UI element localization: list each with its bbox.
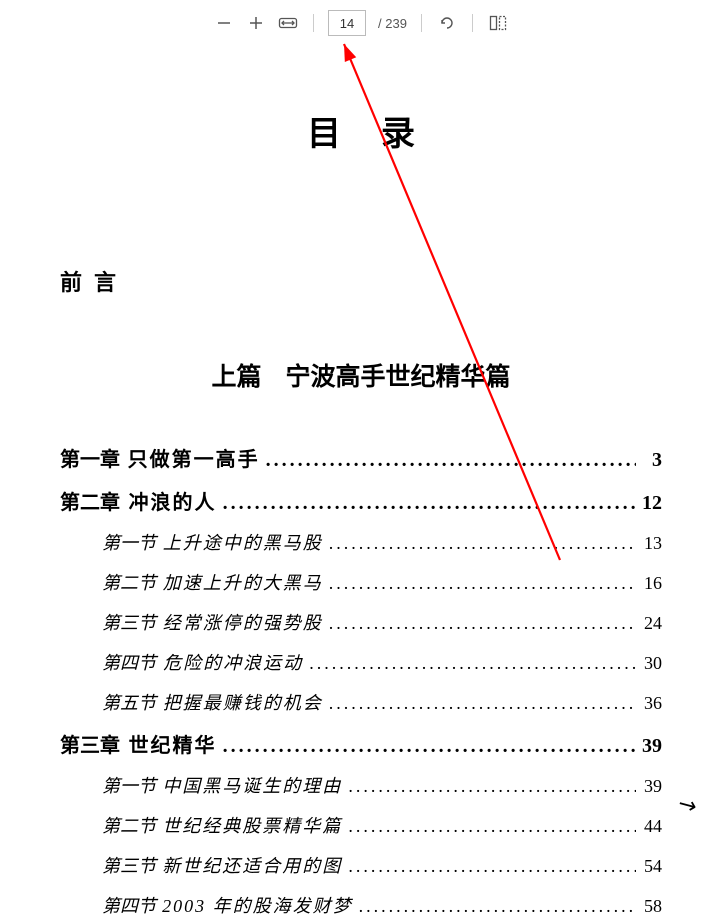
toc-label: 第二章 (60, 486, 120, 515)
toc-section-row[interactable]: 第四节2003 年的股海发财梦 58 (60, 892, 662, 918)
toc-leader-dots (323, 693, 636, 714)
pdf-toolbar: / 239 (0, 0, 722, 46)
toc-title: 冲浪的人 (129, 486, 217, 515)
toc-leader-dots (342, 816, 636, 837)
page-view-icon[interactable] (487, 12, 509, 34)
toc-label: 第二节 (102, 569, 156, 595)
toc-page-number: 12 (636, 492, 662, 515)
toc-page-number: 24 (636, 613, 662, 634)
toc-leader-dots (342, 776, 636, 797)
zoom-in-icon[interactable] (245, 12, 267, 34)
toc-label: 第四节 (102, 892, 156, 918)
toc-leader-dots (323, 613, 636, 634)
toc-page-number: 13 (636, 533, 662, 554)
toc-page-number: 58 (636, 896, 662, 917)
toolbar-separator (421, 14, 422, 32)
toc-section-row[interactable]: 第四节危险的冲浪运动 30 (60, 649, 662, 675)
part-heading: 上篇宁波高手世纪精华篇 (60, 357, 662, 393)
zoom-out-icon[interactable] (213, 12, 235, 34)
toc-title: 加速上升的大黑马 (163, 569, 323, 595)
fit-width-icon[interactable] (277, 12, 299, 34)
toc-leader-dots (323, 533, 636, 554)
toc-label: 第三章 (60, 729, 120, 758)
toc-title: 只做第一高手 (128, 443, 260, 472)
toc-page-number: 39 (636, 735, 662, 758)
toc-leader-dots (260, 449, 636, 472)
toc-title: 世纪精华 (129, 729, 217, 758)
toc-leader-dots (342, 856, 636, 877)
toc-title: 新世纪还适合用的图 (162, 852, 342, 878)
toc-page-number: 54 (636, 856, 662, 877)
table-of-contents: 第一章只做第一高手3第二章冲浪的人12第一节上升途中的黑马股13第二节加速上升的… (60, 443, 662, 918)
toolbar-separator (313, 14, 314, 32)
toc-title: 经常涨停的强势股 (163, 609, 323, 635)
toc-label: 第三节 (102, 609, 156, 635)
toc-section-row[interactable]: 第二节加速上升的大黑马 16 (60, 569, 662, 595)
toc-page-number: 36 (636, 693, 662, 714)
toc-chapter-row[interactable]: 第三章世纪精华 39 (60, 729, 662, 758)
toc-section-row[interactable]: 第三节经常涨停的强势股 24 (60, 609, 662, 635)
toc-leader-dots (323, 573, 636, 594)
toc-page-number: 3 (636, 449, 662, 472)
toc-label: 第二节 (102, 812, 156, 838)
rotate-icon[interactable] (436, 12, 458, 34)
toc-leader-dots (303, 653, 636, 674)
toc-section-row[interactable]: 第一节中国黑马诞生的理由 39 (60, 772, 662, 798)
toc-title: 世纪经典股票精华篇 (162, 812, 342, 838)
toc-chapter-row[interactable]: 第二章冲浪的人 12 (60, 486, 662, 515)
document-page: 目录 前言 上篇宁波高手世纪精华篇 第一章只做第一高手 3 第二章冲浪的人 12 第一节… (0, 46, 722, 918)
toc-label: 第一节 (102, 772, 156, 798)
preface-heading: 前言 (60, 265, 662, 297)
page-number-input[interactable] (328, 10, 366, 36)
toc-page-number: 16 (636, 573, 662, 594)
toc-page-number: 44 (636, 816, 662, 837)
toc-leader-dots (217, 735, 636, 758)
toc-section-row[interactable]: 第五节把握最赚钱的机会 36 (60, 689, 662, 715)
toc-label: 第四节 (102, 649, 156, 675)
toolbar-separator (472, 14, 473, 32)
toc-section-row[interactable]: 第一节上升途中的黑马股 13 (60, 529, 662, 555)
toc-label: 第五节 (102, 689, 156, 715)
toc-leader-dots (217, 492, 636, 515)
page-total-label: / 239 (378, 16, 407, 31)
toc-title: 把握最赚钱的机会 (163, 689, 323, 715)
toc-section-row[interactable]: 第二节世纪经典股票精华篇 44 (60, 812, 662, 838)
toc-label: 第一节 (102, 529, 156, 555)
toc-title: 2003 年的股海发财梦 (162, 892, 353, 918)
toc-section-row[interactable]: 第三节新世纪还适合用的图 54 (60, 852, 662, 878)
toc-leader-dots (353, 896, 636, 917)
toc-title: 上升途中的黑马股 (163, 529, 323, 555)
toc-label: 第一章 (60, 443, 120, 472)
toc-chapter-row[interactable]: 第一章只做第一高手 3 (60, 443, 662, 472)
page-title: 目录 (60, 106, 662, 155)
toc-label: 第三节 (102, 852, 156, 878)
toc-page-number: 39 (636, 776, 662, 797)
toc-title: 中国黑马诞生的理由 (162, 772, 342, 798)
toc-title: 危险的冲浪运动 (163, 649, 303, 675)
toc-page-number: 30 (636, 653, 662, 674)
